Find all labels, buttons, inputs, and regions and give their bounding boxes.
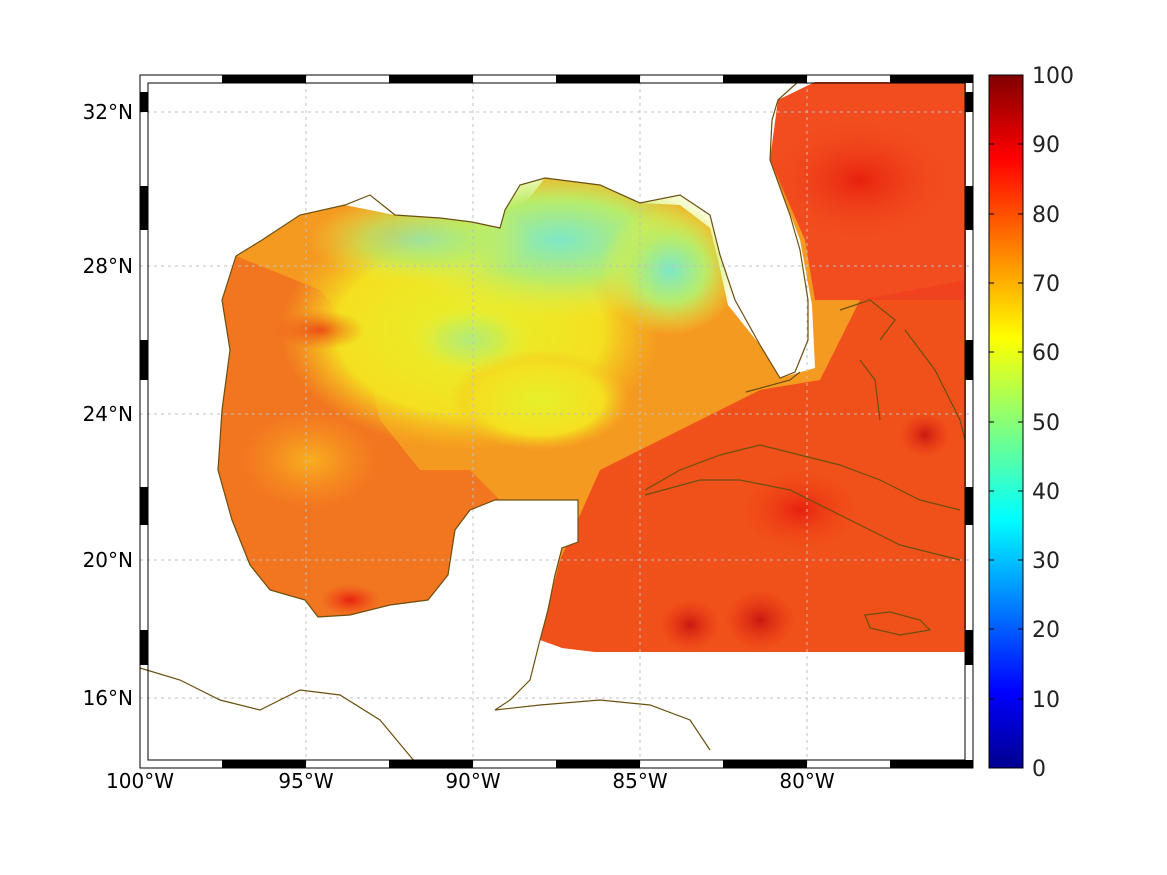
colorbar-tick-label: 40 (1032, 480, 1060, 505)
lon-tick-labels: 100°W 95°W 90°W 85°W 80°W (106, 769, 835, 793)
hot-atlantic (770, 120, 950, 240)
colorbar-tick-label: 60 (1032, 341, 1060, 366)
colorbar-gradient (988, 74, 1024, 769)
north-cool-2 (600, 205, 740, 335)
south-strip-mask (560, 650, 973, 768)
lat-tick-label: 28°N (83, 254, 133, 278)
colorbar-tick-label: 0 (1032, 757, 1046, 782)
colorbar: 100 90 80 70 60 50 40 30 20 10 0 (988, 64, 1074, 782)
coastlines (139, 79, 966, 769)
lon-tick-label: 90°W (445, 769, 500, 793)
colorbar-tick-label: 100 (1032, 64, 1074, 89)
colorbar-labels: 100 90 80 70 60 50 40 30 20 10 0 (1032, 64, 1074, 782)
hot-south-1 (660, 600, 720, 650)
colorbar-tick-label: 50 (1032, 411, 1060, 436)
north-cool-4 (410, 305, 530, 375)
colorbar-tick-label: 10 (1032, 688, 1060, 713)
west-orange (240, 410, 380, 510)
lat-tick-label: 16°N (83, 686, 133, 710)
lon-tick-label: 95°W (278, 769, 333, 793)
caribbean-warm (540, 280, 966, 690)
data-field (140, 82, 973, 768)
lat-tick-label: 20°N (83, 548, 133, 572)
hot-bahamas (900, 413, 950, 457)
map-frame (139, 74, 974, 769)
lon-tick-label: 100°W (106, 769, 174, 793)
lat-tick-label: 24°N (83, 402, 133, 426)
lat-tick-labels: 32°N 28°N 24°N 20°N 16°N (83, 100, 133, 710)
colorbar-ticks (989, 74, 1023, 700)
north-land (140, 82, 640, 300)
hot-bay-campeche (320, 584, 380, 616)
colorbar-tick-label: 20 (1032, 618, 1060, 643)
lat-tick-label: 32°N (83, 100, 133, 124)
loop-yellow (450, 350, 630, 450)
florida-land (640, 82, 808, 378)
mexico-land (140, 300, 578, 768)
lon-tick-label: 85°W (612, 769, 667, 793)
hot-south-2 (725, 590, 795, 650)
hot-cayman (740, 470, 860, 550)
colorbar-tick-label: 30 (1032, 549, 1060, 574)
colorbar-tick-label: 80 (1032, 203, 1060, 228)
colorbar-tick-label: 90 (1032, 133, 1060, 158)
grid-lines (140, 75, 973, 768)
hot-west (275, 310, 365, 350)
colorbar-tick-label: 70 (1032, 272, 1060, 297)
lon-tick-label: 80°W (779, 769, 834, 793)
